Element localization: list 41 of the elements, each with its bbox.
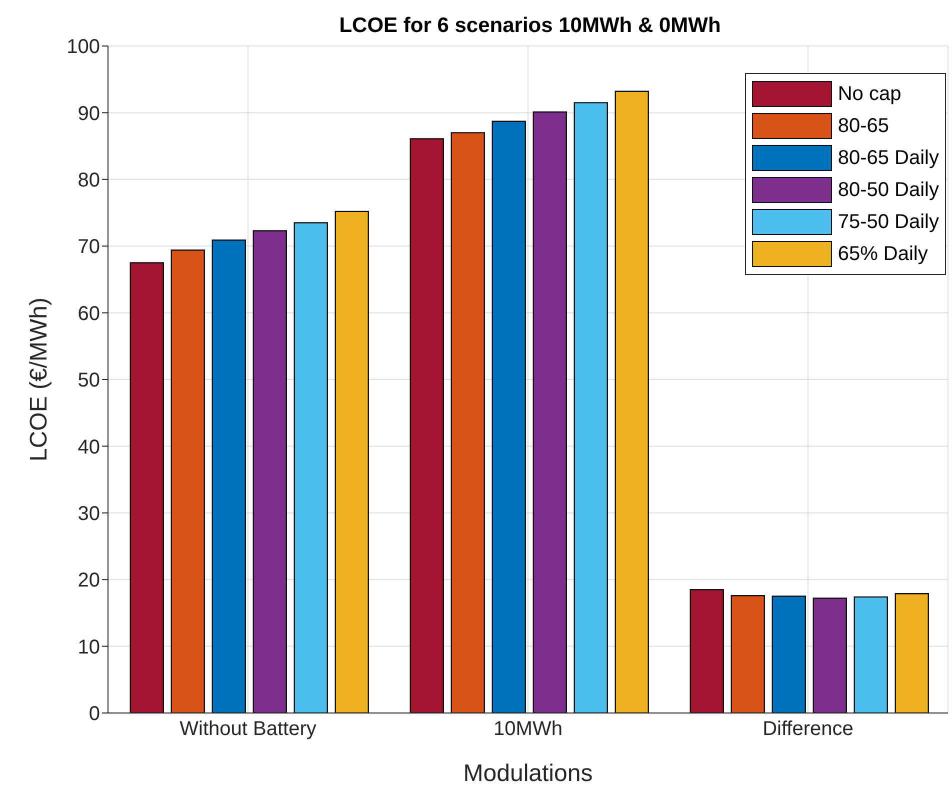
y-axis-title: LCOE (€/MWh) [26, 297, 53, 462]
bar [410, 138, 444, 713]
legend-label: 80-65 [838, 114, 889, 138]
bar [450, 132, 485, 713]
bar [772, 596, 806, 713]
bar [854, 596, 888, 713]
x-axis-title: Modulations [463, 760, 593, 787]
y-tick-label: 90 [78, 102, 100, 125]
y-tick-label: 100 [66, 36, 100, 58]
bar [130, 262, 164, 713]
y-tick-label: 80 [78, 170, 100, 192]
bar [212, 239, 246, 713]
bar [532, 111, 567, 713]
bar [812, 598, 847, 713]
bar [492, 120, 526, 713]
legend-label: 80-50 Daily [838, 178, 939, 202]
bar [334, 210, 369, 713]
y-tick-label: 40 [78, 436, 100, 458]
bar [690, 589, 724, 713]
bar [730, 595, 765, 713]
x-tick-label: Without Battery [180, 718, 316, 740]
y-tick-label: 0 [88, 703, 100, 726]
legend-label: No cap [838, 82, 902, 106]
bar [614, 90, 649, 713]
chart-title: LCOE for 6 scenarios 10MWh & 0MWh [338, 14, 722, 38]
y-tick-label: 30 [78, 503, 100, 525]
y-tick-label: 60 [78, 302, 100, 325]
bar [894, 593, 929, 713]
legend-label: 75-50 Daily [838, 210, 939, 234]
legend-label: 80-65 Daily [838, 146, 939, 170]
x-tick-label: 10MWh [494, 718, 562, 740]
bar [574, 102, 608, 713]
y-tick-label: 50 [78, 370, 100, 392]
x-tick-label: Difference [762, 718, 854, 740]
legend-label: 65% Daily [838, 242, 928, 266]
y-tick-label: 20 [78, 570, 100, 592]
y-tick-label: 10 [78, 636, 100, 658]
bar [252, 230, 287, 713]
bar [170, 250, 205, 713]
y-tick-label: 70 [78, 236, 100, 258]
bar [294, 222, 328, 713]
